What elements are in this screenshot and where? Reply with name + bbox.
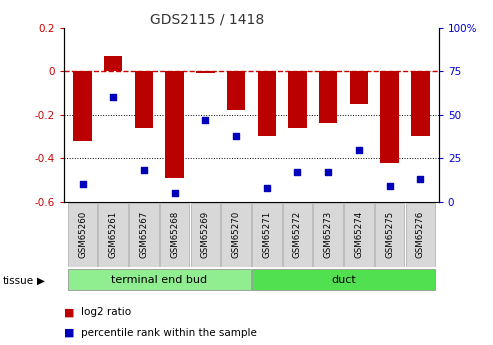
Bar (381, 71, 399, 162)
Text: duct: duct (331, 275, 356, 285)
Point (109, 95, 117, 100)
Bar (252, 269, 435, 290)
Point (140, 168, 148, 173)
Point (263, 185, 271, 191)
Text: GSM65260: GSM65260 (78, 211, 87, 258)
Text: log2 ratio: log2 ratio (81, 307, 132, 317)
Bar (99, 203, 128, 267)
Bar (191, 203, 220, 267)
Bar (221, 203, 251, 267)
Text: GSM65275: GSM65275 (385, 211, 394, 258)
Text: percentile rank within the sample: percentile rank within the sample (81, 328, 257, 338)
Bar (411, 71, 429, 137)
Bar (196, 71, 214, 73)
Bar (135, 71, 153, 128)
Bar (283, 203, 312, 267)
Point (355, 147, 363, 152)
Text: ■: ■ (64, 307, 74, 317)
Point (324, 169, 332, 175)
Text: GSM65274: GSM65274 (354, 211, 363, 258)
Bar (406, 203, 435, 267)
Point (171, 190, 178, 196)
Bar (129, 203, 159, 267)
Bar (166, 71, 184, 178)
Point (232, 133, 240, 138)
Bar (73, 71, 92, 141)
Bar (104, 56, 122, 71)
Point (293, 169, 301, 175)
Bar (350, 71, 368, 104)
Bar (314, 203, 343, 267)
Text: GSM65272: GSM65272 (293, 211, 302, 258)
Bar (288, 71, 307, 128)
Bar (375, 203, 404, 267)
Text: GSM65273: GSM65273 (324, 211, 333, 258)
Point (417, 176, 424, 182)
Text: tissue: tissue (2, 276, 34, 286)
Bar (68, 203, 97, 267)
Bar (319, 71, 337, 124)
Text: GSM65271: GSM65271 (262, 211, 271, 258)
Text: GSM65276: GSM65276 (416, 211, 425, 258)
Point (202, 117, 210, 123)
Text: GSM65270: GSM65270 (232, 211, 241, 258)
Text: ▶: ▶ (37, 276, 45, 286)
Bar (344, 203, 374, 267)
Text: GDS2115 / 1418: GDS2115 / 1418 (150, 12, 264, 26)
Bar (160, 203, 189, 267)
Text: terminal end bud: terminal end bud (111, 275, 208, 285)
Text: GSM65268: GSM65268 (170, 211, 179, 258)
Point (78, 181, 86, 187)
Text: GSM65267: GSM65267 (140, 211, 148, 258)
Bar (227, 71, 246, 110)
Text: ■: ■ (64, 328, 74, 338)
Bar (252, 203, 282, 267)
Bar (257, 71, 276, 137)
Bar (68, 269, 251, 290)
Point (386, 184, 393, 189)
Text: GSM65261: GSM65261 (109, 211, 118, 258)
Text: GSM65269: GSM65269 (201, 211, 210, 258)
